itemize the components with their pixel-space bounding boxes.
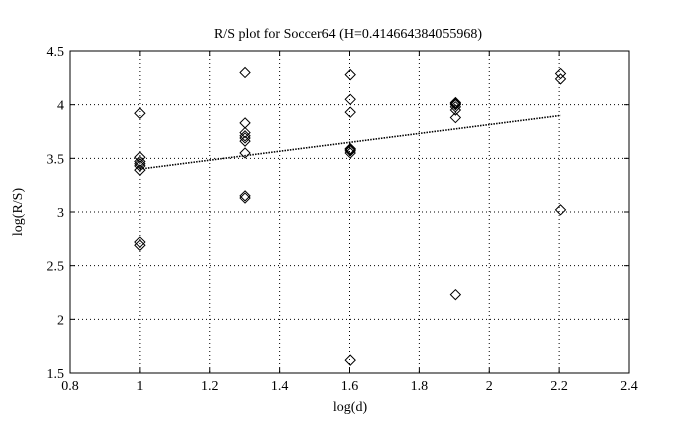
x-tick-label: 1.2 <box>201 379 219 394</box>
data-point-diamond <box>449 104 462 116</box>
fit-line <box>139 114 561 170</box>
data-point-diamond <box>344 144 356 156</box>
data-point-diamond <box>239 66 251 79</box>
data-point-diamond <box>239 135 251 147</box>
x-tick-label: 1.8 <box>411 379 429 394</box>
data-point-diamond <box>239 190 251 202</box>
data-point-diamond <box>134 236 146 248</box>
y-tick-label: 4 <box>57 99 64 114</box>
data-point-diamond <box>239 126 251 139</box>
x-tick-label: 1.4 <box>271 379 289 394</box>
x-tick-label: 1 <box>136 379 143 394</box>
data-point-diamond <box>449 111 462 124</box>
data-point-diamond <box>344 142 356 155</box>
data-point-diamond <box>134 155 146 168</box>
data-point-diamond <box>134 239 146 251</box>
data-point-diamond <box>554 67 567 80</box>
data-point-diamond <box>134 160 146 172</box>
y-tick-label: 3 <box>57 206 64 221</box>
y-tick-labels: 1.5 2 2.5 3 3.5 4 4.5 <box>47 45 65 382</box>
x-tick-label: 2 <box>486 379 493 394</box>
y-axis-label: log(R/S) <box>11 188 26 237</box>
chart-title: R/S plot for Soccer64 (H=0.4146643840559… <box>214 27 482 42</box>
x-axis-label: log(d) <box>333 400 368 415</box>
data-point-diamond <box>344 93 356 106</box>
x-tick-labels: 0.8 1 1.2 1.4 1.6 1.8 2 2.2 2.4 <box>61 379 638 394</box>
data-point-diamond <box>554 204 567 216</box>
data-point-diamond <box>239 132 251 144</box>
data-point-diamond <box>344 145 356 157</box>
data-point-diamond <box>344 106 356 118</box>
x-tick-label: 2.4 <box>620 379 638 394</box>
data-point-diamond <box>449 288 462 301</box>
data-point-diamond <box>239 147 251 159</box>
x-tick-label: 0.8 <box>61 379 79 394</box>
y-tick-label: 2.5 <box>47 260 65 275</box>
fit-line-layer <box>139 114 561 170</box>
data-points <box>134 66 567 366</box>
y-tick-label: 2 <box>57 313 64 328</box>
data-point-diamond <box>344 68 356 81</box>
data-point-diamond <box>134 157 146 170</box>
x-tick-label: 1.6 <box>341 379 359 394</box>
data-point-diamond <box>239 130 251 142</box>
y-tick-label: 4.5 <box>47 45 65 60</box>
data-point-diamond <box>344 354 356 366</box>
data-point-diamond <box>239 117 251 129</box>
data-point-diamond <box>449 97 462 110</box>
data-point-diamond <box>134 107 146 119</box>
data-point-diamond <box>239 192 251 204</box>
data-point-diamond <box>134 164 146 176</box>
grid-lines <box>70 51 629 373</box>
axis-ticks <box>69 50 630 374</box>
data-point-diamond <box>449 96 462 109</box>
y-tick-label: 3.5 <box>47 152 65 167</box>
y-tick-label: 1.5 <box>47 367 65 382</box>
x-tick-label: 2.2 <box>550 379 568 394</box>
data-point-diamond <box>449 98 462 111</box>
data-point-diamond <box>554 73 567 85</box>
data-point-diamond <box>134 151 146 163</box>
